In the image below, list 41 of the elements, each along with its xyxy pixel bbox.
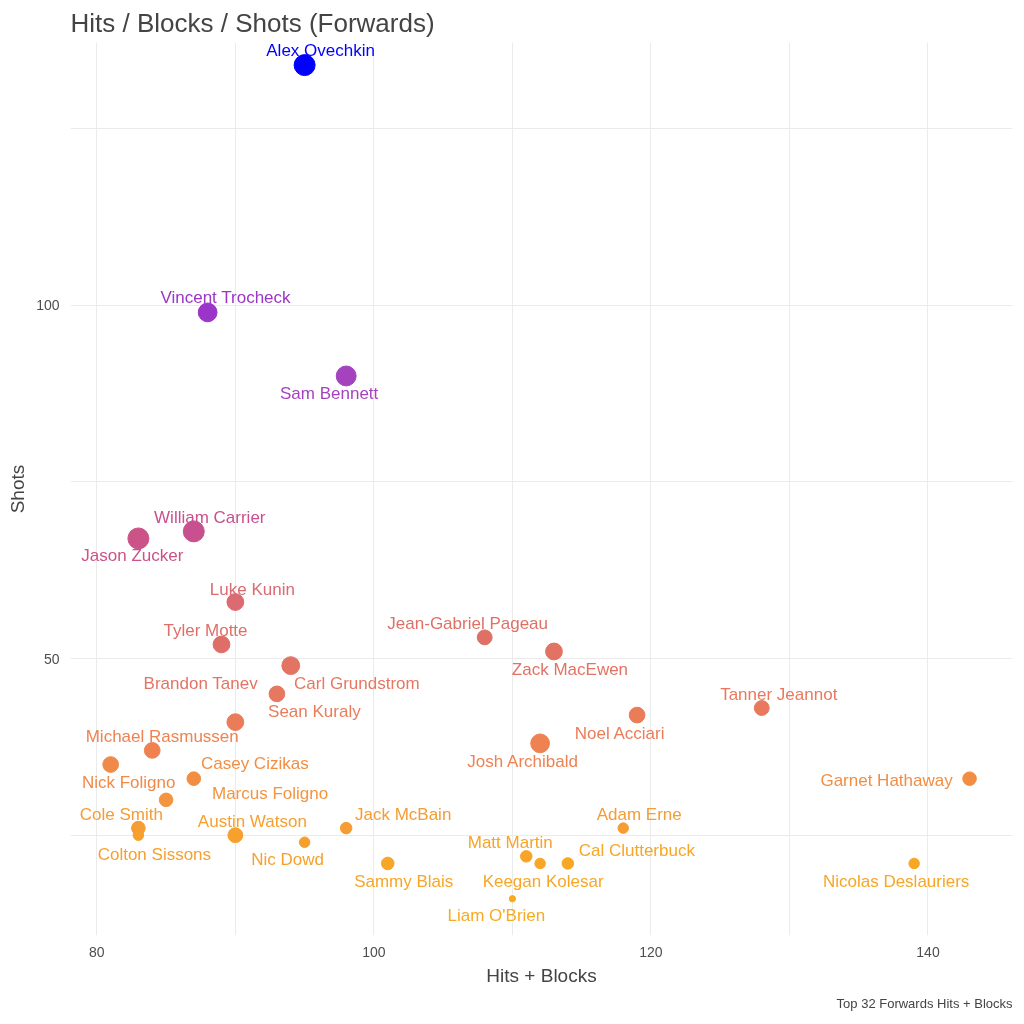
annotation: Tyler Motte — [163, 620, 248, 640]
annotation: Garnet Hathaway — [820, 771, 954, 791]
annotation: Jack McBain — [354, 804, 452, 824]
annotation: Sammy Blais — [354, 871, 454, 891]
annotation: Austin Watson — [197, 811, 307, 831]
x-tick-label: 100 — [362, 943, 386, 960]
x-tick-label: 140 — [916, 943, 940, 960]
annotation: Sam Bennett — [280, 384, 379, 404]
annotation: Nicolas Deslauriers — [822, 871, 970, 891]
annotation: Jean-Gabriel Pageau — [387, 613, 549, 633]
annotation: Zack MacEwen — [511, 659, 629, 679]
x-tick-label: 120 — [639, 943, 663, 960]
annotation: Matt Martin — [467, 832, 553, 852]
y-tick-label: 50 — [43, 650, 60, 667]
annotation: Marcus Foligno — [211, 784, 329, 804]
chart-title: Hits / Blocks / Shots (Forwards) — [70, 7, 435, 38]
annotation: Brandon Tanev — [143, 674, 259, 694]
y-axis-title: Shots — [7, 464, 29, 514]
annotation: Adam Erne — [596, 804, 682, 824]
annotation: Luke Kunin — [209, 579, 295, 599]
annotation: Keegan Kolesar — [482, 871, 604, 891]
x-axis-title: Hits + Blocks — [486, 964, 597, 986]
annotation: Alex Ovechkin — [266, 40, 375, 60]
annotation: Colton Sissons — [97, 844, 212, 864]
x-tick-label: 80 — [89, 943, 105, 960]
annotation: Tanner Jeannot — [720, 684, 838, 704]
annotation: Liam O'Brien — [447, 906, 546, 926]
annotation: Sean Kuraly — [268, 701, 362, 721]
annotation: Vincent Trocheck — [160, 287, 292, 307]
annotation: Casey Cizikas — [200, 754, 309, 774]
annotation: Michael Rasmussen — [85, 726, 239, 746]
annotation: Cal Clutterbuck — [578, 840, 696, 860]
annotation: William Carrier — [154, 507, 266, 527]
annotation: Nic Dowd — [251, 849, 324, 869]
annotation: Noel Acciari — [574, 723, 665, 743]
annotation: Josh Archibald — [467, 751, 578, 771]
annotation: Nick Foligno — [81, 773, 176, 793]
annotation: Jason Zucker — [81, 545, 184, 565]
text: Top 32 Forwards Hits + Blocks — [836, 995, 1013, 1011]
annotation: Carl Grundstrom — [294, 674, 420, 694]
annotation: Cole Smith — [79, 804, 163, 824]
